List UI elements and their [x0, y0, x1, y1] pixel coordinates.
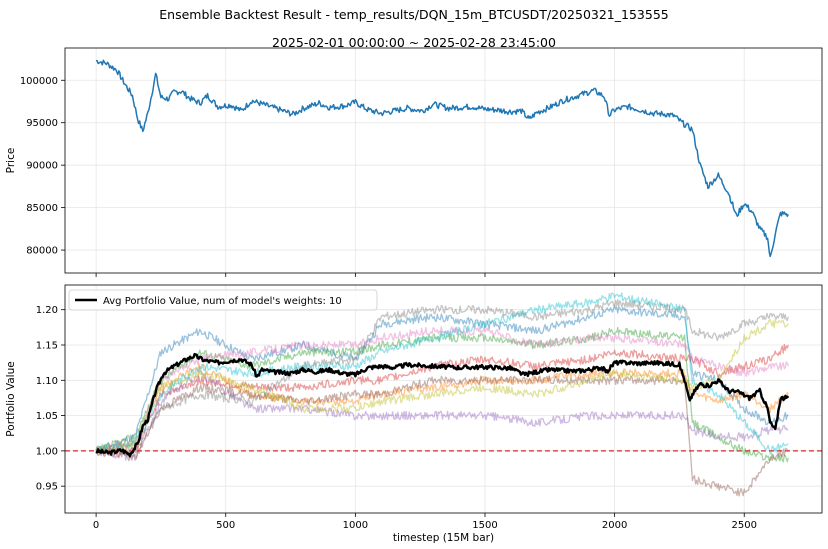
model-7-portfolio-line: [95, 326, 789, 455]
portfolio-axes-frame: [64, 284, 823, 514]
model-9-portfolio-line: [95, 319, 789, 456]
model-2-portfolio-line: [95, 362, 789, 455]
xtick-label: 0: [93, 520, 99, 531]
legend-label: Avg Portfolio Value, num of model's weig…: [103, 296, 342, 307]
model-6-portfolio-line: [95, 375, 789, 497]
price-panel: 80000 85000 90000 95000 100000 Price: [5, 47, 823, 277]
price-ytick-label: 85000: [26, 203, 58, 214]
model-8-portfolio-line: [95, 299, 789, 456]
model-1-portfolio-line: [95, 305, 789, 454]
xtick-label: 500: [216, 520, 235, 531]
price-ytick-label: 90000: [26, 161, 58, 172]
figure-subtitle: 2025-02-01 00:00:00 ~ 2025-02-28 23:45:0…: [272, 35, 556, 50]
price-series-line: [95, 59, 789, 258]
portfolio-ytick-label: 1.05: [36, 411, 58, 422]
xtick-label: 1000: [343, 520, 368, 531]
price-ylabel: Price: [5, 148, 17, 174]
xtick-label: 2500: [731, 520, 756, 531]
price-ytick-label: 100000: [20, 76, 58, 87]
portfolio-ytick-label: 1.20: [36, 305, 58, 316]
price-axes-frame: [64, 47, 823, 274]
portfolio-xlabel: timestep (15M bar): [393, 532, 494, 544]
portfolio-ytick-label: 1.00: [36, 446, 58, 457]
model-5-portfolio-line: [95, 369, 789, 461]
portfolio-ylabel: Portfolio Value: [5, 361, 17, 436]
price-ytick-label: 80000: [26, 246, 58, 257]
xtick-label: 1500: [472, 520, 497, 531]
portfolio-ytick-label: 0.95: [36, 482, 58, 493]
model-10-portfolio-line: [95, 292, 789, 455]
price-plot-area: [95, 59, 789, 258]
xtick-label: 2000: [602, 520, 627, 531]
legend: Avg Portfolio Value, num of model's weig…: [68, 289, 378, 311]
portfolio-ytick-label: 1.10: [36, 376, 58, 387]
model-3-portfolio-line: [96, 326, 789, 463]
avg-portfolio-line: [95, 352, 790, 458]
figure-title: Ensemble Backtest Result - temp_results/…: [159, 7, 669, 22]
legend-box: [68, 289, 378, 311]
portfolio-ytick-label: 1.15: [36, 341, 58, 352]
portfolio-panel: 0 500 1000 1500 2000 2500 0.95 1.00 1.05 1.10 1.15…: [5, 284, 823, 544]
model-4-portfolio-line: [95, 344, 789, 456]
price-ytick-label: 95000: [26, 118, 58, 129]
portfolio-plot-area: [65, 292, 822, 497]
